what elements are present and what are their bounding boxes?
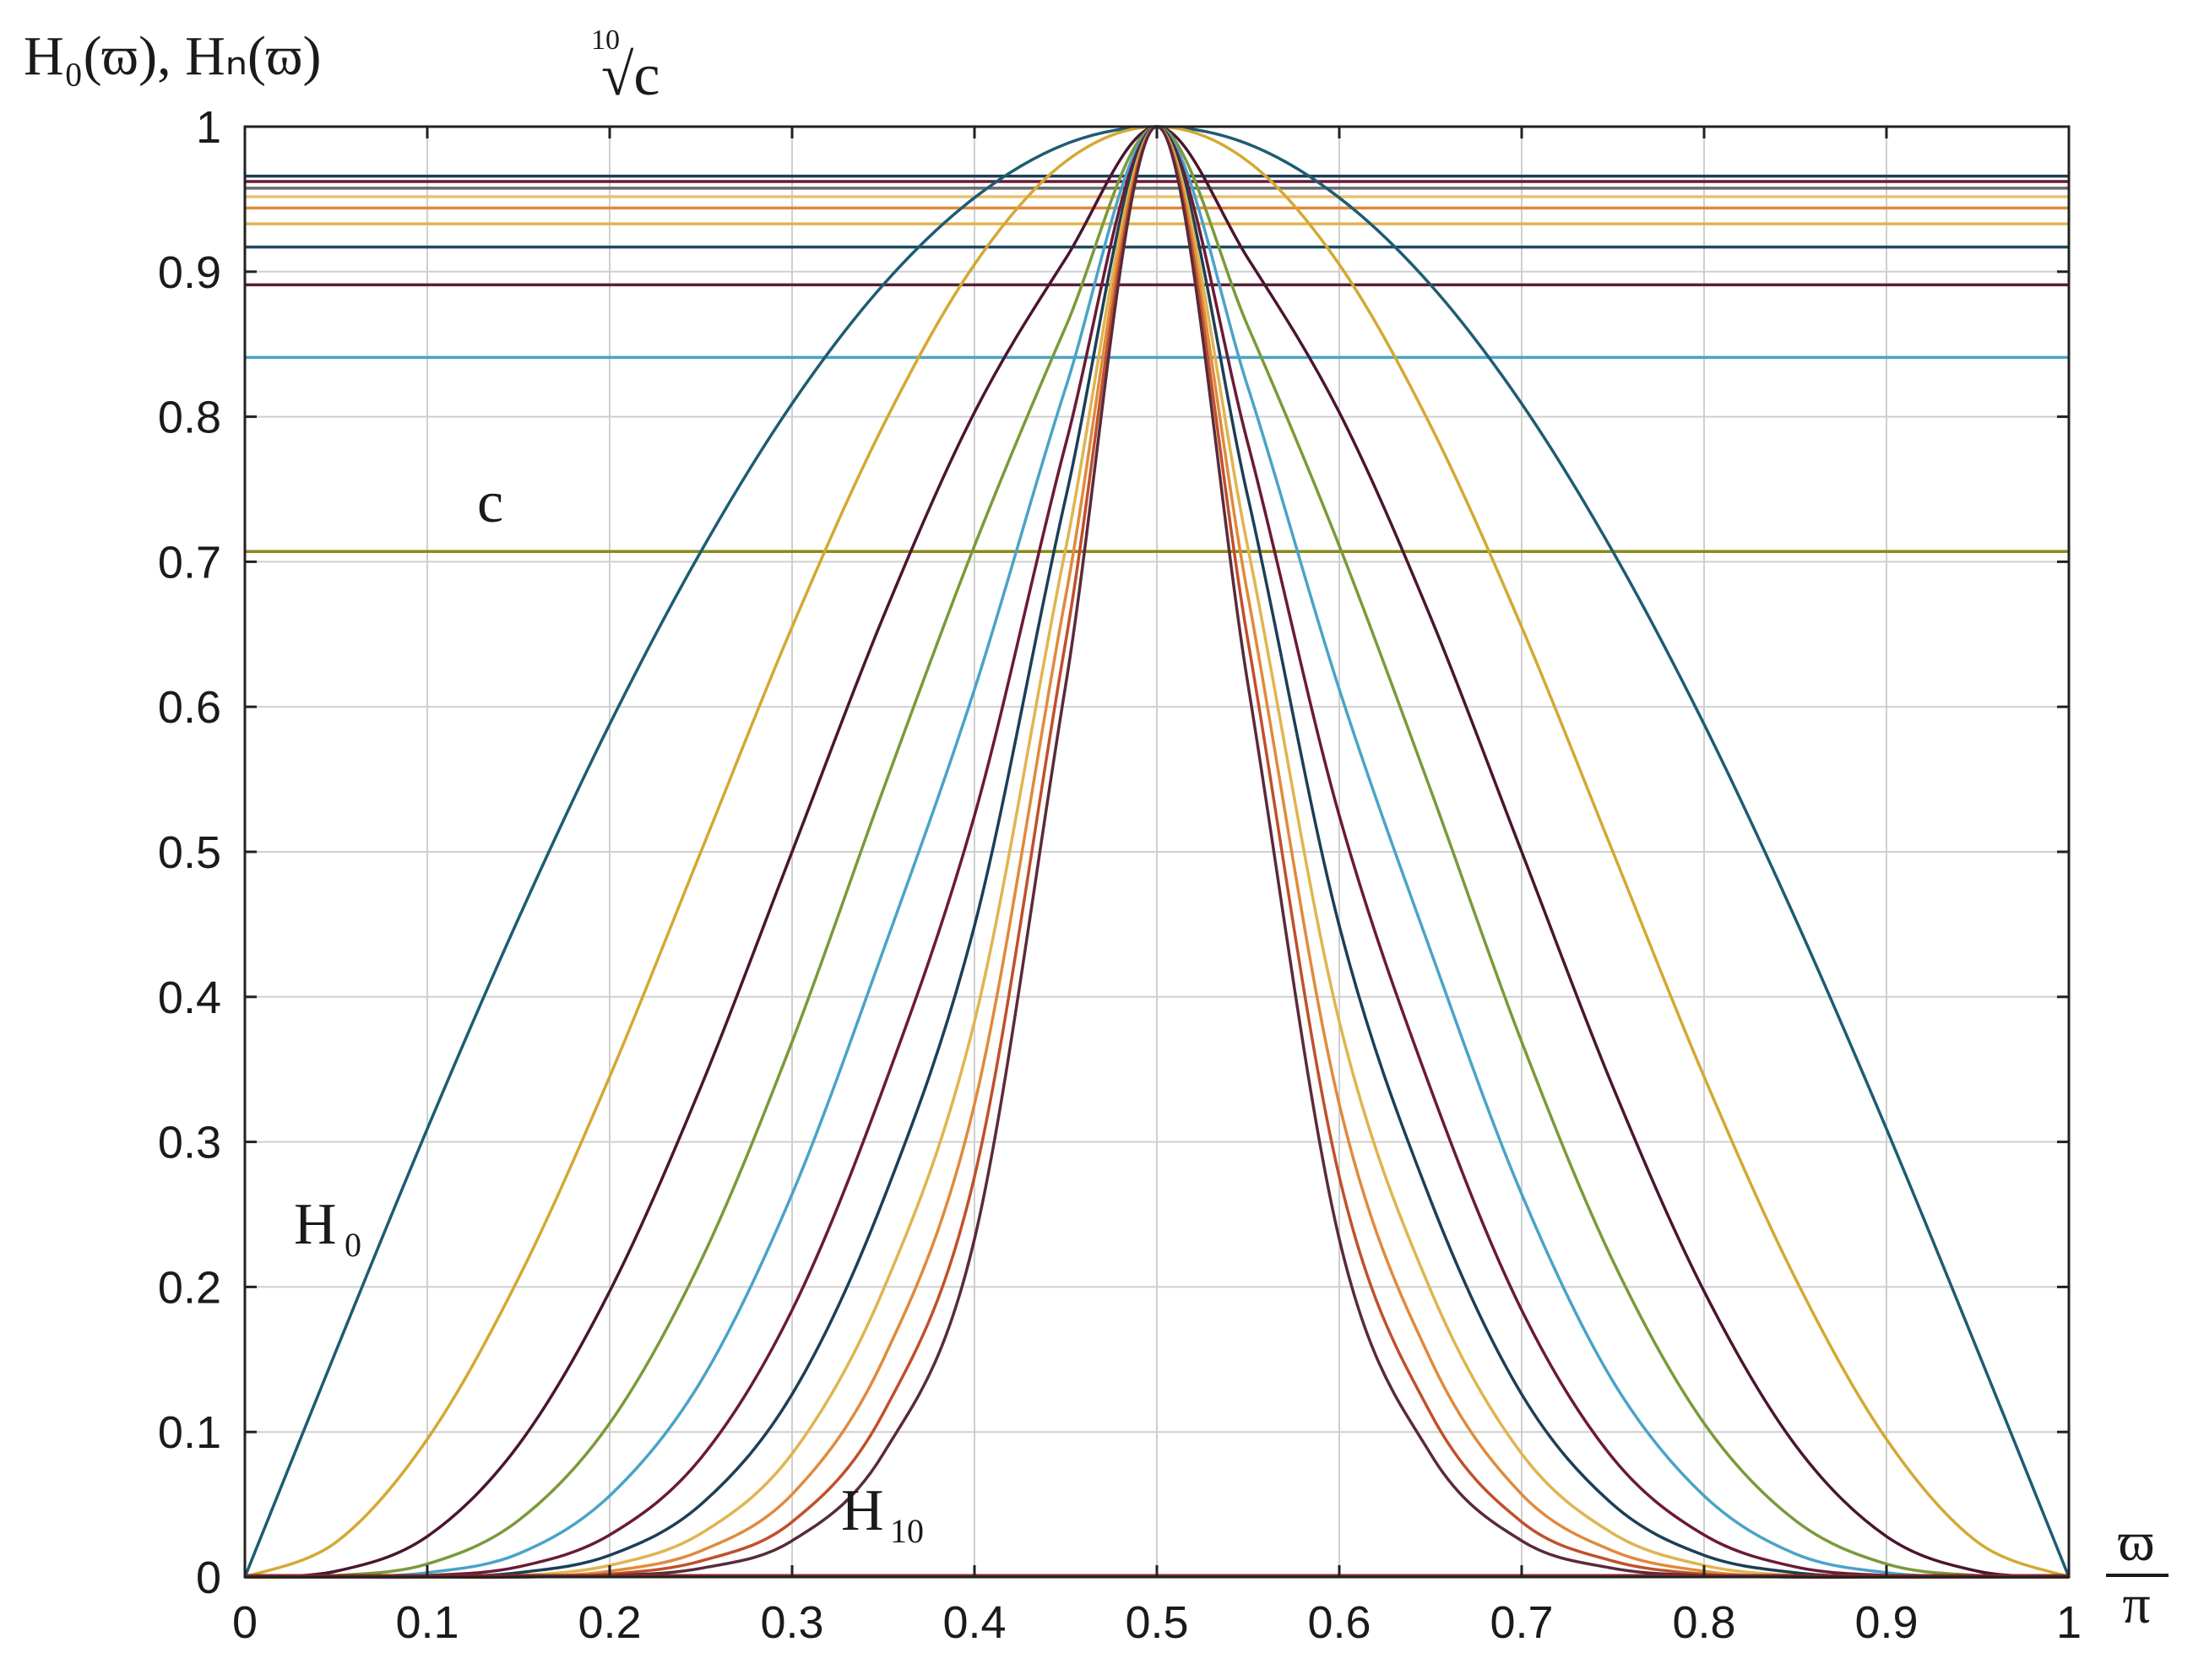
y-tick-label: 0.1 — [158, 1407, 221, 1458]
y-tick-label: 0.8 — [158, 393, 221, 443]
x-tick-label: 0.1 — [395, 1597, 459, 1648]
y-tick-label: 0 — [196, 1553, 221, 1603]
root-index: 10 — [591, 24, 620, 56]
y-tick-label: 0.9 — [158, 247, 221, 298]
x-tick-label: 1 — [2056, 1597, 2082, 1648]
y-tick-label: 0.7 — [158, 537, 221, 588]
y-tick-label: 0.5 — [158, 827, 221, 878]
x-tick-label: 0.8 — [1672, 1597, 1735, 1648]
x-tick-label: 0.3 — [760, 1597, 823, 1648]
x-tick-label: 0.4 — [942, 1597, 1006, 1648]
x-tick-label: 0.2 — [578, 1597, 641, 1648]
c-root-lines — [245, 174, 2069, 553]
x-tick-label: 0.6 — [1307, 1597, 1371, 1648]
y-tick-label: 1 — [196, 102, 221, 153]
y-tick-label: 0.6 — [158, 682, 221, 733]
h10-sub: 10 — [890, 1512, 924, 1550]
root-label: √c — [601, 43, 660, 108]
x-tick-label: 0.7 — [1490, 1597, 1553, 1648]
x-axis-label-numerator: ϖ — [2118, 1511, 2154, 1573]
y-tick-label: 0.2 — [158, 1262, 221, 1313]
x-axis-label-denominator: π — [2122, 1574, 2150, 1635]
h0-label: H — [294, 1192, 337, 1257]
c-label: c — [477, 470, 503, 535]
x-tick-label: 0 — [232, 1597, 258, 1648]
y-tick-label: 0.4 — [158, 973, 221, 1023]
grid — [244, 126, 2070, 1578]
ticks: 0 0.1 0.2 0.3 0.4 0.5 0.6 0.7 0.8 0.9 100.10.20.30… — [158, 102, 2082, 1648]
x-tick-label: 0.9 — [1854, 1597, 1918, 1648]
h0-sub: 0 — [345, 1226, 361, 1264]
y-tick-label: 0.3 — [158, 1118, 221, 1168]
y-axis-label: H₀(ϖ), Hₙ(ϖ) — [24, 25, 321, 87]
x-tick-label: 0.5 — [1125, 1597, 1188, 1648]
h10-label: H — [841, 1478, 884, 1543]
